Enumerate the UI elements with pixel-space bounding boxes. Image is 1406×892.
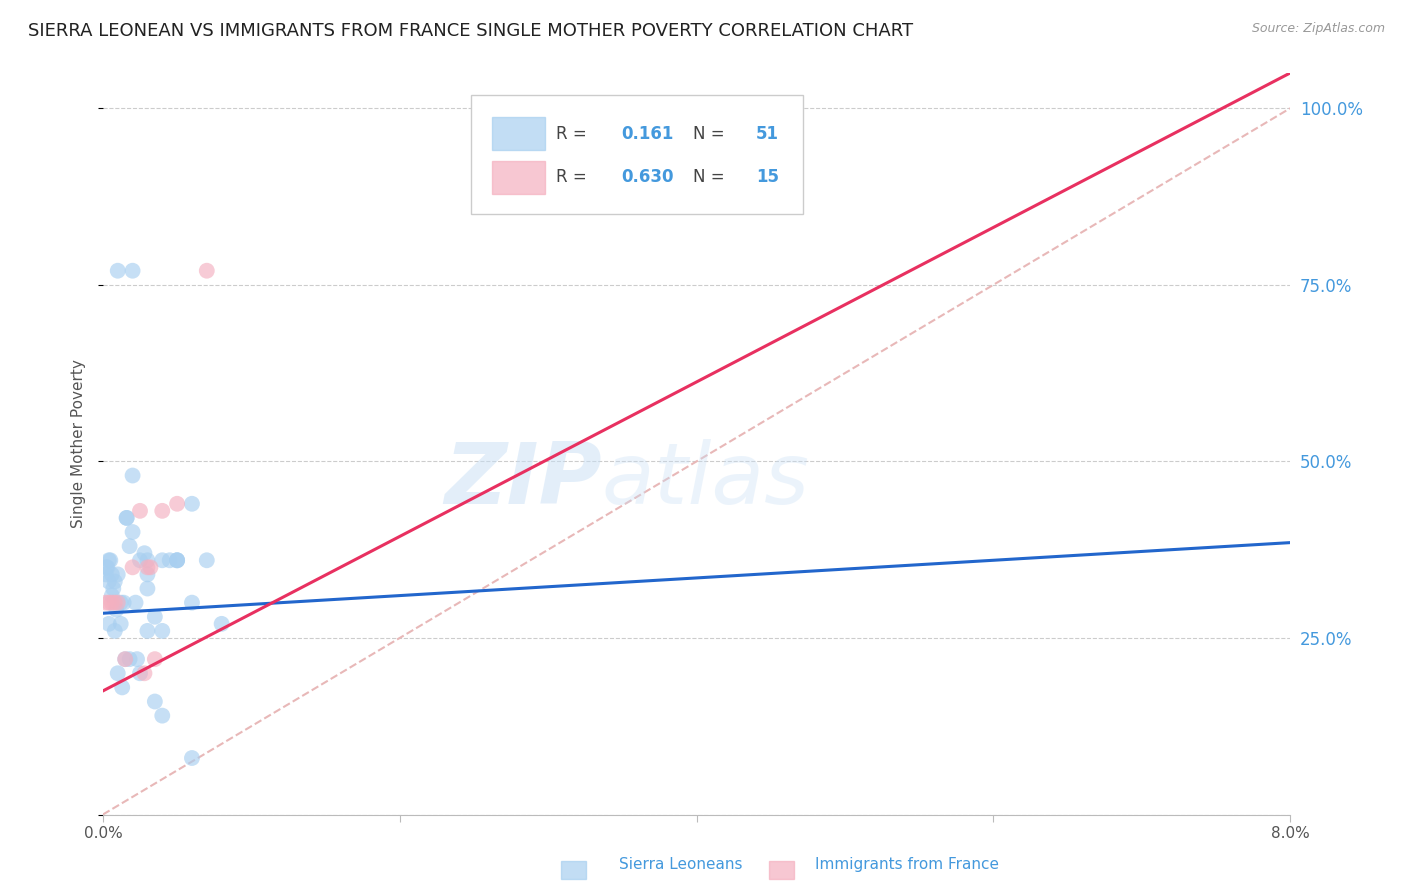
Point xyxy=(150,624,173,638)
Point xyxy=(136,567,159,582)
Point xyxy=(118,652,141,666)
Point xyxy=(136,553,159,567)
Text: N =: N = xyxy=(693,125,730,143)
Text: R =: R = xyxy=(557,169,592,186)
Point xyxy=(181,497,204,511)
Point xyxy=(94,596,117,610)
Point xyxy=(101,596,124,610)
Point xyxy=(181,751,204,765)
Point xyxy=(124,596,146,610)
Point xyxy=(94,560,117,574)
Point xyxy=(97,553,120,567)
Point xyxy=(121,264,143,278)
Point xyxy=(121,560,143,574)
Point xyxy=(150,504,173,518)
Point xyxy=(107,666,129,681)
Point xyxy=(110,616,132,631)
Text: 0.161: 0.161 xyxy=(621,125,673,143)
Point xyxy=(94,567,117,582)
Point xyxy=(129,666,152,681)
Point xyxy=(136,582,159,596)
Point xyxy=(136,560,159,574)
Text: R =: R = xyxy=(557,125,592,143)
Point xyxy=(115,511,138,525)
Point xyxy=(115,511,138,525)
Text: ZIP: ZIP xyxy=(444,440,602,523)
Point xyxy=(134,546,156,560)
Text: N =: N = xyxy=(693,169,730,186)
Point xyxy=(143,694,166,708)
Point xyxy=(112,596,135,610)
FancyBboxPatch shape xyxy=(492,118,544,150)
Point xyxy=(134,666,156,681)
Text: 0.630: 0.630 xyxy=(621,169,675,186)
Point xyxy=(104,574,127,589)
Point xyxy=(103,582,125,596)
Point xyxy=(139,560,162,574)
Point xyxy=(166,497,188,511)
Point xyxy=(211,616,233,631)
Point xyxy=(114,652,136,666)
Point xyxy=(195,553,218,567)
Point xyxy=(150,553,173,567)
Point xyxy=(136,624,159,638)
FancyBboxPatch shape xyxy=(492,161,544,194)
Point xyxy=(150,708,173,723)
Point xyxy=(114,652,136,666)
Text: 51: 51 xyxy=(756,125,779,143)
Point xyxy=(96,560,118,574)
Point xyxy=(125,652,148,666)
Point xyxy=(97,616,120,631)
Y-axis label: Single Mother Poverty: Single Mother Poverty xyxy=(72,359,86,528)
Point xyxy=(107,596,129,610)
Point xyxy=(143,609,166,624)
Point xyxy=(98,553,121,567)
Point xyxy=(101,567,124,582)
Text: Sierra Leoneans: Sierra Leoneans xyxy=(619,857,742,872)
Point xyxy=(101,589,124,603)
Point xyxy=(111,681,134,695)
Point xyxy=(107,264,129,278)
Point xyxy=(97,574,120,589)
Text: Immigrants from France: Immigrants from France xyxy=(815,857,1000,872)
Point xyxy=(129,553,152,567)
Text: atlas: atlas xyxy=(602,440,810,523)
Point xyxy=(107,567,129,582)
Point xyxy=(159,553,181,567)
Point xyxy=(104,596,127,610)
Text: Source: ZipAtlas.com: Source: ZipAtlas.com xyxy=(1251,22,1385,36)
Point xyxy=(105,603,128,617)
Point xyxy=(118,539,141,553)
Point xyxy=(104,624,127,638)
FancyBboxPatch shape xyxy=(471,95,803,214)
Point xyxy=(121,468,143,483)
Point xyxy=(121,524,143,539)
Point xyxy=(166,553,188,567)
Point xyxy=(181,596,204,610)
Point xyxy=(143,652,166,666)
Point xyxy=(97,596,120,610)
Point xyxy=(129,504,152,518)
Point xyxy=(166,553,188,567)
Text: 15: 15 xyxy=(756,169,779,186)
Text: SIERRA LEONEAN VS IMMIGRANTS FROM FRANCE SINGLE MOTHER POVERTY CORRELATION CHART: SIERRA LEONEAN VS IMMIGRANTS FROM FRANCE… xyxy=(28,22,914,40)
Point xyxy=(195,264,218,278)
Point xyxy=(166,553,188,567)
Point xyxy=(110,596,132,610)
